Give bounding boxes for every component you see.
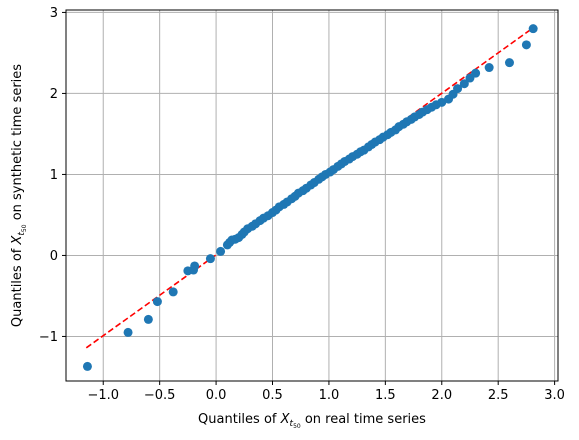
x-tick-label: 2.5 [488, 388, 509, 403]
data-point [437, 97, 447, 107]
data-point [459, 79, 469, 89]
data-point [82, 361, 92, 371]
data-point [471, 68, 481, 78]
x-tick-label: 2.0 [431, 388, 452, 403]
data-point [504, 58, 514, 68]
y-axis-label: Quantiles of Xt50 on synthetic time seri… [10, 64, 28, 327]
y-tick-label: 1 [50, 168, 58, 183]
x-axis-label-subsubscript: 50 [293, 423, 301, 430]
x-tick-label: 1.5 [375, 388, 396, 403]
x-axis-label-symbol: X [280, 412, 291, 427]
y-axis-label-subsubscript: 50 [21, 224, 28, 232]
x-axis-label-subscript: t [290, 419, 294, 429]
y-tick-label: 3 [50, 6, 58, 21]
data-point [521, 40, 531, 50]
plot-frame [65, 9, 559, 382]
y-axis-label-suffix: on synthetic time series [10, 64, 25, 225]
data-point [123, 327, 133, 337]
axis-ticks: −1.0 −0.5 0.0 0.5 1.0 1.5 2.0 2.5 3.0 −1 0 1 2 3 [39, 6, 565, 403]
scatter-points [82, 24, 538, 371]
x-tick-label: 0.0 [206, 388, 227, 403]
grid [66, 10, 558, 381]
data-point [216, 246, 226, 256]
y-axis-label-prefix: Quantiles of [10, 245, 25, 328]
y-tick-label: −1 [39, 330, 58, 345]
y-axis-label-subscript: t [17, 232, 27, 236]
y-axis-label-symbol: X [10, 235, 25, 246]
x-axis-label: Quantiles of Xt50 on real time series [198, 412, 426, 430]
data-point [528, 24, 538, 34]
data-point [484, 63, 494, 73]
x-tick-label: 3.0 [544, 388, 565, 403]
x-axis-label-suffix: on real time series [301, 412, 426, 427]
data-point [453, 84, 463, 94]
x-tick-label: −0.5 [144, 388, 176, 403]
data-point [168, 287, 178, 297]
x-tick-label: −1.0 [87, 388, 119, 403]
y-tick-label: 0 [50, 249, 58, 264]
data-point [205, 254, 215, 264]
data-point [152, 297, 162, 307]
x-tick-label: 1.0 [319, 388, 340, 403]
y-tick-label: 2 [50, 87, 58, 102]
x-tick-label: 0.5 [262, 388, 283, 403]
data-point [143, 314, 153, 324]
data-point [190, 261, 200, 271]
x-axis-label-prefix: Quantiles of [198, 412, 281, 427]
